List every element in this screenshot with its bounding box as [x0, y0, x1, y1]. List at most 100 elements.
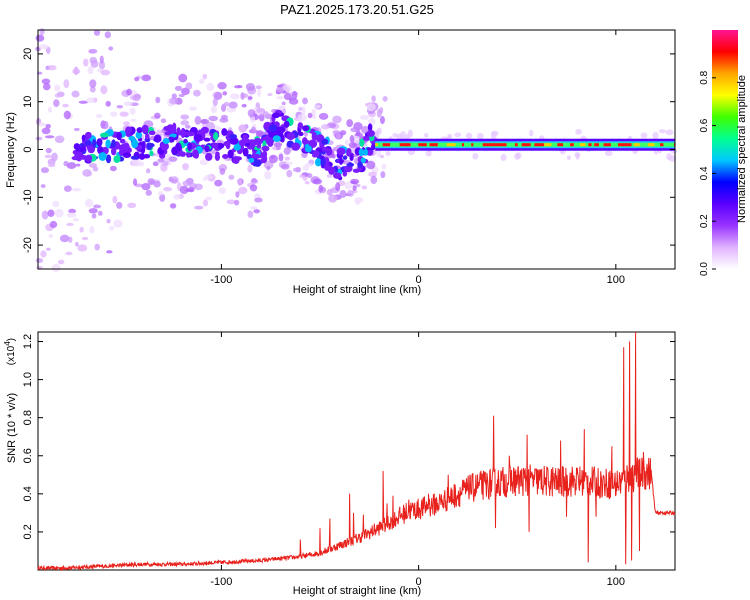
spectrogram-ridge-blob [185, 150, 191, 158]
spectrogram-noise-blob [247, 96, 253, 100]
spectrogram-noise-blob [113, 219, 123, 228]
spectrogram-noise-blob [237, 178, 243, 187]
spectrogram-noise-blob [228, 174, 235, 180]
spectrogram-noise-blob [78, 100, 89, 104]
spectrogram-noise-blob [385, 151, 391, 156]
spectrogram-noise-blob [396, 133, 403, 140]
spectrogram-noise-blob [286, 169, 293, 178]
spectrogram-noise-blob [63, 185, 72, 192]
snr-line [37, 331, 676, 572]
spectrogram-ridge-blob [169, 133, 177, 138]
spectrogram-noise-blob [106, 250, 113, 254]
spectrogram-noise-blob [131, 157, 142, 167]
spectrogram-noise-blob [155, 96, 161, 104]
snr-y-tick-label: 1.0 [22, 372, 34, 387]
spectrogram-ridge-blob [222, 153, 229, 159]
spectrogram-noise-blob [376, 127, 382, 135]
spectrogram-noise-blob [380, 154, 385, 159]
spectrogram-ridge-blob [130, 155, 139, 160]
spectrogram-noise-blob [344, 181, 353, 190]
colorbar-tick-label: 0.0 [699, 262, 710, 276]
spectrogram-noise-blob [45, 123, 51, 129]
colorbar-ticks: 0.0 0.2 0.4 0.6 0.8 [699, 70, 716, 276]
colorbar: 0.0 0.2 0.4 0.6 0.8 Normalized spectral ampl… [699, 30, 748, 276]
spectrogram-noise-blob [238, 124, 247, 133]
spectrogram-noise-blob [217, 82, 227, 90]
spectrogram-noise-blob [180, 114, 190, 120]
clean-band-peak [588, 143, 592, 147]
spectrogram-ridge-blob [171, 146, 179, 156]
spectrogram-ridge-blob [320, 146, 329, 152]
spectrogram-ridge-blob [105, 139, 111, 149]
spectrogram-noise-blob [238, 186, 248, 195]
spectrogram-noise-blob [47, 164, 56, 168]
spectrogram-noise-blob [59, 234, 70, 243]
spectrogram-ridge-blob [186, 131, 196, 137]
clean-band-peak [435, 143, 438, 147]
colorbar-tick-label: 0.8 [699, 70, 710, 84]
spectrogram-noise-blob [98, 60, 106, 70]
spectrogram-noise-blob [226, 199, 236, 205]
spectrogram-noise-blob [366, 160, 376, 170]
spectrogram-noise-blob [141, 183, 151, 191]
spectrogram-ridge-blob [182, 130, 188, 136]
spectrogram-ridge-blob [286, 132, 295, 141]
spectrogram-noise-blob [202, 199, 209, 207]
spectrogram-noise-blob [36, 122, 47, 127]
spectrogram-noise-blob [281, 101, 286, 106]
spectrogram-noise-blob [302, 165, 310, 171]
colorbar-label: Normalized spectral amplitude [736, 75, 748, 223]
spectrogram-x-ticks: -100 0 100 [210, 30, 625, 286]
spectrogram-ridge-blob [73, 143, 81, 150]
snr-y-tick-label: 0.6 [22, 448, 34, 463]
spectrogram-noise-blob [348, 142, 358, 148]
spectrogram-noise-blob [193, 183, 203, 191]
spectrogram-ridge-blob [261, 145, 270, 152]
spectrogram-noise-blob [44, 154, 53, 159]
spectrogram-ridge-blob [204, 145, 210, 153]
snr-x-tick-label: -100 [210, 576, 232, 588]
spectrogram-noise-blob [169, 97, 179, 105]
spectrogram-noise-blob [298, 106, 303, 111]
spectrogram-ridge-blob [148, 130, 156, 136]
spectrogram-noise-blob [104, 31, 111, 39]
spectrogram-noise-blob [304, 180, 310, 185]
spectrogram-noise-blob [147, 178, 155, 186]
clean-band-peak [406, 143, 411, 147]
spectrogram-noise-blob [180, 120, 190, 126]
spectrogram-noise-blob [658, 129, 666, 134]
spectrogram-noise-blob [153, 181, 161, 188]
spectrogram-ridge-blob [92, 139, 97, 148]
clean-band-peak [399, 143, 408, 147]
spectrogram-noise-blob [194, 205, 204, 210]
spectrogram-ridge-blob [297, 122, 304, 130]
spectrogram-noise-blob [379, 107, 384, 114]
clean-band-peak [492, 143, 502, 147]
spectrogram-ridge-blob [187, 142, 193, 152]
spectrogram-noise-blob [185, 124, 191, 129]
spectrogram-ridge-blob [183, 138, 188, 144]
spectrogram-noise-blob [424, 132, 429, 138]
spectrogram-noise-blob [371, 95, 376, 103]
spectrogram-ridge-blob [105, 154, 112, 164]
spectrogram-noise-blob [359, 115, 370, 120]
spectrogram-noise-blob [52, 201, 60, 208]
colorbar-tick-label: 0.4 [699, 166, 710, 180]
spectrogram-noise-blob [46, 247, 51, 251]
spectrogram-noise-blob [119, 111, 129, 117]
spectrogram-noise-blob [302, 97, 309, 105]
spectrogram-noise-blob [515, 152, 522, 159]
spectrogram-noise-blob [250, 126, 256, 134]
spectrogram-y-tick-label: 20 [22, 48, 34, 60]
spectrogram-ridge-blob [367, 123, 373, 132]
spectrogram-noise-blob [208, 115, 219, 122]
spectrogram-ridge-blob [118, 144, 124, 151]
spectrogram-ridge-blob [256, 143, 262, 149]
spectrogram-noise-blob [205, 196, 213, 201]
spectrogram-noise-blob [102, 120, 109, 130]
spectrogram-noise-blob [381, 163, 387, 170]
spectrogram-noise-blob [71, 90, 80, 98]
clean-band-peak [660, 143, 664, 147]
snr-scale-note: (x104) [3, 338, 17, 365]
